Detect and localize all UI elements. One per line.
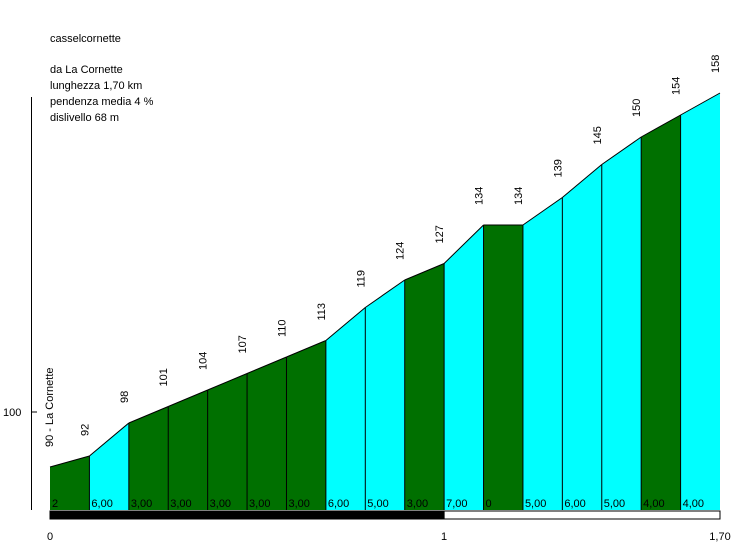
elevation-label: 154 [671, 77, 683, 95]
profile-edge [404, 263, 445, 281]
info-climb: dislivello 68 m [50, 112, 120, 124]
grade-label: 3,00 [210, 498, 231, 510]
y-axis-tick-label: 100 [3, 407, 21, 419]
segments-layer [49, 92, 721, 510]
elevation-label: 134 [474, 187, 486, 205]
grade-label: 3,00 [407, 498, 428, 510]
info-gradient: pendenza media 4 % [50, 96, 154, 108]
profile-edge [207, 373, 248, 391]
start-label: 90 - La Cornette [44, 368, 56, 448]
elevation-label: 127 [434, 225, 446, 243]
profile-edge [640, 114, 681, 138]
elevation-label: 158 [710, 55, 722, 73]
profile-segment [680, 93, 720, 510]
profile-segment [522, 197, 563, 510]
profile-edge [443, 224, 484, 264]
profile-edge [168, 389, 208, 407]
profile-segment [325, 307, 366, 510]
profile-segment [247, 357, 287, 510]
grade-label: 5,00 [604, 498, 625, 510]
grade-label: 2 [52, 498, 58, 510]
profile-segment [286, 340, 326, 510]
profile-segment [168, 390, 208, 510]
profile-segment [641, 115, 681, 510]
elevation-label: 107 [237, 335, 249, 353]
elevation-label: 134 [513, 187, 525, 205]
profile-segment [89, 423, 129, 510]
km-bar-segment [443, 510, 721, 520]
chart-title: casselcornette [50, 33, 121, 45]
profile-edge [89, 422, 130, 457]
grade-label: 4,00 [683, 498, 704, 510]
profile-segment [444, 225, 484, 510]
profile-segment [562, 164, 602, 510]
elevation-label: 119 [355, 270, 367, 288]
profile-edge [680, 92, 721, 116]
profile-segment [128, 406, 169, 510]
grade-label: 3,00 [249, 498, 270, 510]
info-length: lunghezza 1,70 km [50, 80, 143, 92]
km-bar-segment [49, 510, 445, 520]
elevation-label: 104 [198, 352, 210, 370]
grade-label: 7,00 [446, 498, 467, 510]
grade-label: 3,00 [131, 498, 152, 510]
info-start: da La Cornette [50, 64, 123, 76]
x-axis-tick-label: 1,70 [709, 531, 730, 543]
grade-label: 6,00 [91, 498, 112, 510]
profile-edge [49, 455, 90, 468]
x-axis-tick-label: 0 [47, 531, 53, 543]
profile-edge [601, 136, 642, 165]
grade-label: 6,00 [328, 498, 349, 510]
profile-edge [325, 307, 366, 341]
axis-layer: 100 0 1 1,70 [3, 97, 731, 543]
elevation-label: 139 [552, 159, 564, 177]
profile-segment [207, 373, 248, 510]
grade-label: 6,00 [564, 498, 585, 510]
profile-edge [286, 340, 327, 358]
elevation-label: 98 [119, 391, 131, 403]
info-block: casselcornette da La Cornette lunghezza … [50, 31, 153, 126]
profile-segment [50, 456, 90, 510]
profile-edge [365, 279, 405, 308]
profile-edge [128, 406, 169, 424]
grade-label: 3,00 [170, 498, 191, 510]
elevation-label: 145 [592, 126, 604, 144]
profile-segment [365, 280, 405, 510]
grade-label: 3,00 [288, 498, 309, 510]
x-axis-tick-label: 1 [441, 531, 447, 543]
elevation-label: 150 [631, 99, 643, 117]
elevation-label: 124 [395, 242, 407, 260]
grade-label: 5,00 [525, 498, 546, 510]
profile-edge [522, 197, 563, 226]
elevation-label: 101 [158, 368, 170, 386]
profile-edge [246, 356, 287, 374]
grade-label: 5,00 [367, 498, 388, 510]
profile-segment [483, 225, 523, 510]
elevation-label: 92 [79, 424, 91, 436]
profile-segment [601, 137, 642, 510]
grade-label: 0 [486, 498, 492, 510]
profile-segment [404, 263, 445, 510]
elevation-label: 113 [316, 303, 328, 321]
elevation-label: 110 [276, 319, 288, 337]
labels-layer: 2 6,00 3,00 3,00 3,00 3,00 3,00 6,00 5,00 3,00 7,0… [44, 55, 722, 510]
grade-label: 4,00 [643, 498, 664, 510]
profile-edge [562, 164, 603, 198]
